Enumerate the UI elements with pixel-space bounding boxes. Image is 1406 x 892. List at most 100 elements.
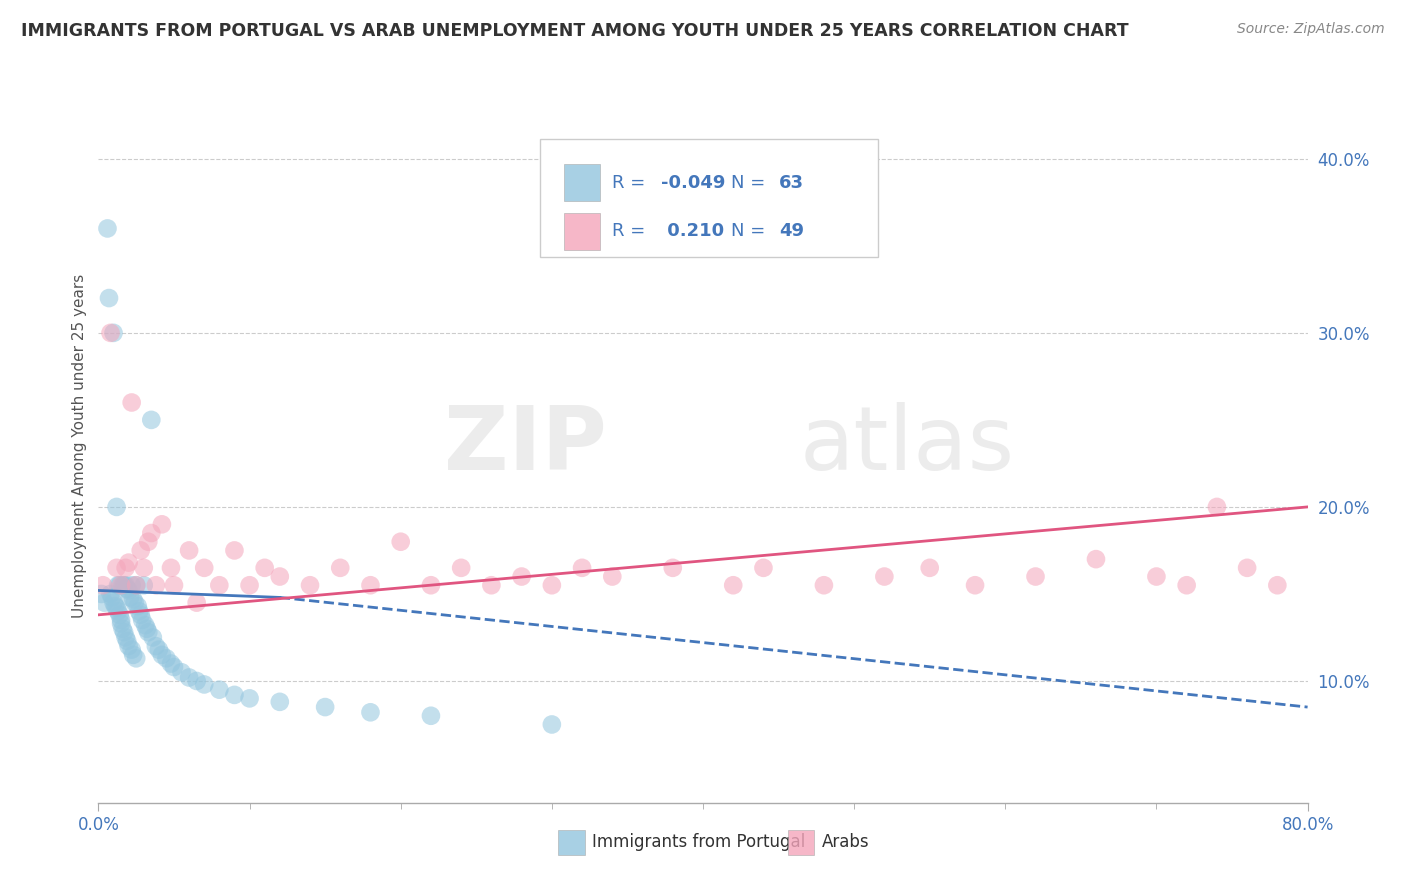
- Point: [1206, 500, 1229, 514]
- Text: Arabs: Arabs: [821, 833, 869, 851]
- Point: [110, 616, 132, 631]
- Point: [135, 622, 157, 636]
- FancyBboxPatch shape: [564, 164, 600, 201]
- Point: [208, 682, 231, 697]
- Point: [1024, 569, 1046, 583]
- Point: [170, 665, 193, 680]
- Point: [111, 622, 134, 636]
- Point: [118, 583, 141, 598]
- Y-axis label: Unemployment Among Youth under 25 years: Unemployment Among Youth under 25 years: [72, 274, 87, 618]
- Point: [269, 695, 291, 709]
- Point: [108, 578, 131, 592]
- Text: -0.049: -0.049: [661, 174, 725, 192]
- Point: [145, 639, 167, 653]
- Point: [148, 642, 170, 657]
- Point: [163, 660, 186, 674]
- Point: [110, 613, 132, 627]
- Point: [540, 578, 562, 592]
- Point: [122, 648, 145, 662]
- Point: [103, 326, 125, 340]
- Point: [108, 607, 131, 622]
- Point: [125, 578, 148, 592]
- Point: [112, 578, 135, 592]
- Point: [420, 578, 443, 592]
- Point: [481, 578, 503, 592]
- Point: [299, 578, 322, 592]
- Point: [193, 561, 215, 575]
- Point: [450, 561, 472, 575]
- FancyBboxPatch shape: [558, 830, 585, 855]
- Point: [141, 526, 163, 541]
- Point: [723, 578, 745, 592]
- Point: [122, 592, 145, 607]
- Point: [101, 591, 124, 605]
- Point: [100, 587, 122, 601]
- Point: [114, 578, 136, 592]
- Point: [105, 561, 128, 575]
- Point: [314, 700, 336, 714]
- Text: N =: N =: [731, 222, 770, 240]
- Point: [129, 607, 152, 622]
- Point: [125, 578, 148, 592]
- Point: [132, 578, 155, 592]
- Point: [269, 569, 291, 583]
- Point: [1085, 552, 1108, 566]
- Point: [360, 706, 382, 720]
- Point: [179, 671, 201, 685]
- Point: [136, 625, 159, 640]
- Point: [118, 639, 141, 653]
- Point: [420, 708, 443, 723]
- Point: [813, 578, 835, 592]
- Point: [160, 657, 183, 671]
- Point: [105, 600, 128, 615]
- Point: [124, 596, 146, 610]
- Point: [114, 561, 136, 575]
- Point: [186, 596, 208, 610]
- Point: [127, 599, 149, 614]
- Point: [142, 631, 165, 645]
- Text: IMMIGRANTS FROM PORTUGAL VS ARAB UNEMPLOYMENT AMONG YOUTH UNDER 25 YEARS CORRELA: IMMIGRANTS FROM PORTUGAL VS ARAB UNEMPLO…: [21, 22, 1129, 40]
- Text: 63: 63: [779, 174, 804, 192]
- Point: [132, 561, 155, 575]
- Point: [155, 651, 177, 665]
- Text: R =: R =: [613, 174, 651, 192]
- FancyBboxPatch shape: [787, 830, 814, 855]
- Text: Immigrants from Portugal: Immigrants from Portugal: [592, 833, 806, 851]
- Point: [107, 578, 129, 592]
- Point: [134, 618, 156, 632]
- Text: Source: ZipAtlas.com: Source: ZipAtlas.com: [1237, 22, 1385, 37]
- Point: [1236, 561, 1258, 575]
- Point: [150, 648, 173, 662]
- Point: [179, 543, 201, 558]
- Point: [239, 691, 262, 706]
- Point: [571, 561, 593, 575]
- Point: [224, 688, 246, 702]
- Point: [111, 578, 134, 592]
- Point: [110, 578, 132, 592]
- Point: [121, 642, 143, 657]
- Point: [1175, 578, 1198, 592]
- Point: [121, 578, 143, 592]
- Point: [193, 677, 215, 691]
- Point: [93, 596, 115, 610]
- Point: [104, 599, 127, 614]
- Point: [510, 569, 533, 583]
- Point: [1267, 578, 1289, 592]
- Text: 0.210: 0.210: [661, 222, 724, 240]
- Text: ZIP: ZIP: [443, 402, 606, 490]
- Point: [91, 578, 114, 592]
- Point: [96, 221, 118, 235]
- Point: [1144, 569, 1167, 583]
- Point: [98, 291, 121, 305]
- Text: 49: 49: [779, 222, 804, 240]
- Text: atlas: atlas: [800, 402, 1015, 490]
- Point: [128, 604, 150, 618]
- FancyBboxPatch shape: [540, 139, 879, 257]
- Point: [239, 578, 262, 592]
- Point: [163, 578, 186, 592]
- Point: [208, 578, 231, 592]
- Point: [90, 587, 112, 601]
- Point: [121, 395, 143, 409]
- Point: [115, 582, 138, 596]
- Point: [965, 578, 987, 592]
